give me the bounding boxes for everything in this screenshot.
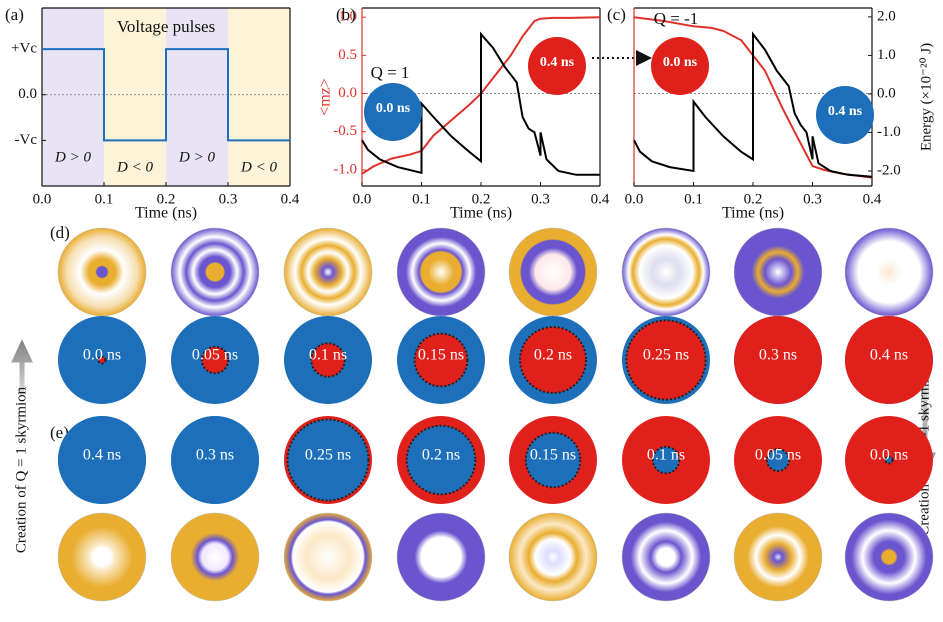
texture-disc (622, 228, 710, 316)
panel-label: (d) (50, 223, 70, 242)
time-label: 0.2 ns (422, 447, 460, 464)
time-label: 0.3 ns (759, 347, 797, 364)
time-label: 0.25 ns (643, 347, 689, 364)
y2-tick-label: -1.0 (877, 124, 901, 140)
time-label: 0.25 ns (305, 447, 351, 464)
y-axis-title: <mz> (317, 78, 334, 116)
x-tick-label: 0.1 (684, 191, 703, 207)
y-tick-label: -Vc (15, 132, 38, 148)
y2-tick-label: -2.0 (877, 162, 901, 178)
y-tick-label: 0.0 (18, 86, 37, 102)
texture-disc (845, 513, 933, 601)
inset-label: 0.4 ns (540, 55, 575, 70)
annotation: Q = -1 (654, 9, 699, 28)
x-tick-label: 0.1 (95, 191, 114, 207)
time-label: 0.05 ns (192, 347, 238, 364)
time-label: 0.0 ns (870, 447, 908, 464)
time-label: 0.3 ns (196, 447, 234, 464)
panel-label: (c) (607, 5, 626, 24)
texture-disc (509, 228, 597, 316)
inset-label: 0.0 ns (376, 101, 411, 116)
y-tick-label: +Vc (11, 41, 37, 57)
region-label: D < 0 (116, 159, 153, 175)
time-label: 0.2 ns (534, 347, 572, 364)
x-tick-label: 0.0 (33, 191, 52, 207)
time-label: 0.15 ns (418, 347, 464, 364)
texture-disc (397, 513, 485, 601)
time-label: 0.4 ns (83, 447, 121, 464)
texture-disc (734, 513, 822, 601)
texture-disc (284, 513, 372, 601)
time-label: 0.0 ns (83, 347, 121, 364)
time-label: 0.1 ns (647, 447, 685, 464)
x-tick-label: 0.3 (803, 191, 822, 207)
x-tick-label: 0.4 (863, 191, 882, 207)
region-label: D < 0 (240, 159, 277, 175)
texture-disc (734, 228, 822, 316)
texture-disc (58, 513, 146, 601)
x-axis-title: Time (ns) (450, 205, 512, 222)
x-tick-label: 0.4 (591, 191, 610, 207)
inset-label: 0.0 ns (663, 55, 698, 70)
time-label: 0.4 ns (870, 347, 908, 364)
x-tick-label: 0.0 (625, 191, 644, 207)
texture-disc (171, 228, 259, 316)
texture-disc (171, 513, 259, 601)
texture-disc (845, 228, 933, 316)
x-tick-label: 0.0 (353, 191, 372, 207)
y-tick-label: 0.0 (338, 85, 357, 101)
texture-disc (509, 513, 597, 601)
time-label: 0.05 ns (755, 447, 801, 464)
y2-axis-title: Energy (×10⁻²⁰ J) (918, 43, 934, 151)
texture-disc (622, 513, 710, 601)
annotation: Q = 1 (371, 63, 410, 82)
x-tick-label: 0.1 (412, 191, 431, 207)
figure: Creation of Q = 1 skyrmion Creation of Q… (0, 0, 943, 622)
region-label: D > 0 (178, 149, 215, 165)
panel-label: (b) (336, 5, 356, 24)
y2-tick-label: 2.0 (877, 8, 896, 24)
x-tick-label: 0.3 (531, 191, 550, 207)
region-label: D > 0 (54, 149, 91, 165)
x-tick-label: 0.4 (281, 191, 300, 207)
annotation: Voltage pulses (117, 17, 215, 36)
inset-label: 0.4 ns (828, 104, 863, 119)
y2-tick-label: 0.0 (877, 85, 896, 101)
x-axis-title: Time (ns) (135, 205, 197, 222)
texture-disc (58, 228, 146, 316)
texture-disc (284, 228, 372, 316)
x-tick-label: 0.3 (219, 191, 238, 207)
x-axis-title: Time (ns) (722, 205, 784, 222)
y-tick-label: 0.5 (338, 47, 357, 63)
time-label: 0.15 ns (530, 447, 576, 464)
texture-disc (397, 228, 485, 316)
y-tick-label: -1.0 (333, 161, 357, 177)
y2-tick-label: 1.0 (877, 47, 896, 63)
panel-label: (a) (5, 5, 24, 24)
left-caption: Creation of Q = 1 skyrmion (13, 386, 29, 553)
y-tick-label: -0.5 (333, 123, 357, 139)
time-label: 0.1 ns (309, 347, 347, 364)
